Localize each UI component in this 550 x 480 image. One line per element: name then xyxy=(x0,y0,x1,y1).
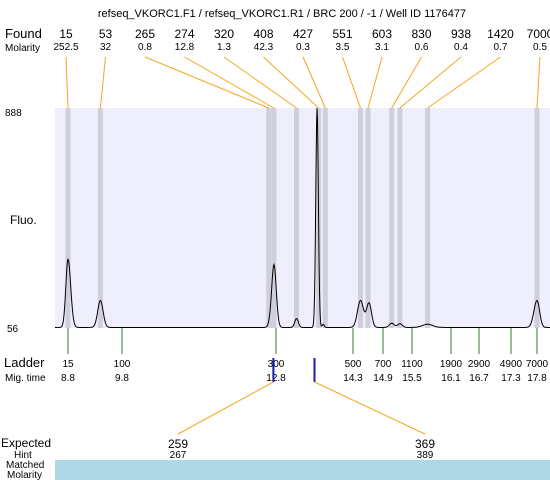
found-molarity-label: 3.5 xyxy=(336,42,350,53)
ladder-size-label: 4900 xyxy=(500,359,523,370)
y-axis-label: Fluo. xyxy=(10,213,37,227)
expected-leader-line xyxy=(314,381,426,435)
ladder-size-label: 300 xyxy=(268,359,285,370)
found-size-label: 551 xyxy=(332,27,352,41)
found-size-label: 603 xyxy=(372,27,392,41)
peak-band xyxy=(365,108,371,328)
peak-band xyxy=(266,108,272,328)
molarity-label: Molarity xyxy=(5,43,40,54)
expected-size-value: 369 xyxy=(415,437,435,451)
found-size-label: 7000 xyxy=(527,27,550,41)
ladder-mig-time-label: 14.9 xyxy=(373,373,393,384)
matched-label: Matched xyxy=(6,460,44,471)
found-leader-line xyxy=(399,56,462,109)
molarity-bottom-label: Molarity xyxy=(7,470,42,480)
ladder-mig-time-label: 8.8 xyxy=(61,373,75,384)
peak-band xyxy=(65,108,71,328)
found-molarity-label: 0.3 xyxy=(296,42,310,53)
expected-leader-line xyxy=(177,381,274,435)
expected-size-value: 259 xyxy=(168,437,188,451)
hint-value: 389 xyxy=(417,450,434,461)
peak-band xyxy=(397,108,403,328)
found-molarity-label: 0.7 xyxy=(494,42,508,53)
found-size-label: 427 xyxy=(293,27,313,41)
found-molarity-label: 0.8 xyxy=(138,42,152,53)
found-molarity-label: 1.3 xyxy=(217,42,231,53)
found-molarity-label: 3.1 xyxy=(375,42,389,53)
ladder-mig-time-label: 16.1 xyxy=(441,373,461,384)
chart-title: refseq_VKORC1.F1 / refseq_VKORC1.R1 / BR… xyxy=(98,8,466,20)
peak-band xyxy=(97,108,103,328)
peak-band xyxy=(389,108,395,328)
mig-time-label: Mig. time xyxy=(5,373,46,384)
found-label: Found xyxy=(5,26,42,41)
fluorescence-trace xyxy=(55,108,550,328)
ladder-mig-time-label: 17.8 xyxy=(527,373,547,384)
ladder-mig-time-label: 17.3 xyxy=(501,373,521,384)
found-molarity-label: 12.8 xyxy=(175,42,195,53)
ladder-size-label: 15 xyxy=(62,359,74,370)
found-leader-line xyxy=(536,56,541,109)
ladder-mig-time-label: 14.3 xyxy=(343,373,363,384)
found-size-label: 1420 xyxy=(487,27,514,41)
peak-band xyxy=(358,108,363,328)
found-size-label: 408 xyxy=(253,27,273,41)
found-size-label: 830 xyxy=(411,27,431,41)
found-molarity-label: 42.3 xyxy=(254,42,274,53)
found-leader-line xyxy=(223,56,297,109)
found-leader-line xyxy=(302,56,326,109)
ladder-label: Ladder xyxy=(4,355,45,370)
ladder-size-label: 1900 xyxy=(440,359,463,370)
expected-label: Expected xyxy=(1,436,51,450)
ladder-size-label: 700 xyxy=(375,359,392,370)
ladder-size-label: 2900 xyxy=(468,359,491,370)
found-leader-line xyxy=(263,56,319,109)
ladder-mig-time-label: 12.8 xyxy=(266,373,286,384)
hint-label: Hint xyxy=(14,450,32,461)
ladder-mig-time-label: 9.8 xyxy=(115,373,129,384)
found-leader-line xyxy=(99,56,106,109)
ladder-mig-time-label: 16.7 xyxy=(469,373,489,384)
found-leader-line xyxy=(367,56,383,109)
found-leader-line xyxy=(391,56,422,109)
matched-row xyxy=(55,460,550,480)
found-size-label: 320 xyxy=(214,27,234,41)
ladder-mig-time-label: 15.5 xyxy=(402,373,422,384)
peak-band xyxy=(322,108,328,328)
ladder-size-label: 1100 xyxy=(401,359,423,370)
found-size-label: 938 xyxy=(451,27,471,41)
found-size-label: 265 xyxy=(135,27,155,41)
found-leader-line xyxy=(427,56,501,109)
ladder-size-label: 100 xyxy=(114,359,131,370)
peak-band xyxy=(425,108,431,328)
y-tick-top: 888 xyxy=(5,108,22,119)
found-molarity-label: 0.5 xyxy=(533,42,547,53)
found-size-label: 274 xyxy=(174,27,194,41)
found-molarity-label: 252.5 xyxy=(53,42,78,53)
ladder-size-label: 7000 xyxy=(526,359,549,370)
peak-band xyxy=(271,108,277,328)
peak-band xyxy=(534,108,540,328)
found-size-label: 15 xyxy=(59,27,73,41)
y-tick-bottom: 56 xyxy=(7,324,19,335)
found-molarity-label: 0.4 xyxy=(454,42,468,53)
found-leader-line xyxy=(342,56,361,109)
ladder-size-label: 500 xyxy=(345,359,362,370)
hint-value: 267 xyxy=(170,450,187,461)
found-molarity-label: 0.6 xyxy=(415,42,429,53)
found-molarity-label: 32 xyxy=(100,42,112,53)
found-leader-line xyxy=(184,56,275,109)
found-size-label: 53 xyxy=(99,27,113,41)
found-leader-line xyxy=(144,56,269,109)
peak-band xyxy=(294,108,299,328)
found-leader-line xyxy=(65,56,69,109)
plot-area xyxy=(55,108,550,328)
